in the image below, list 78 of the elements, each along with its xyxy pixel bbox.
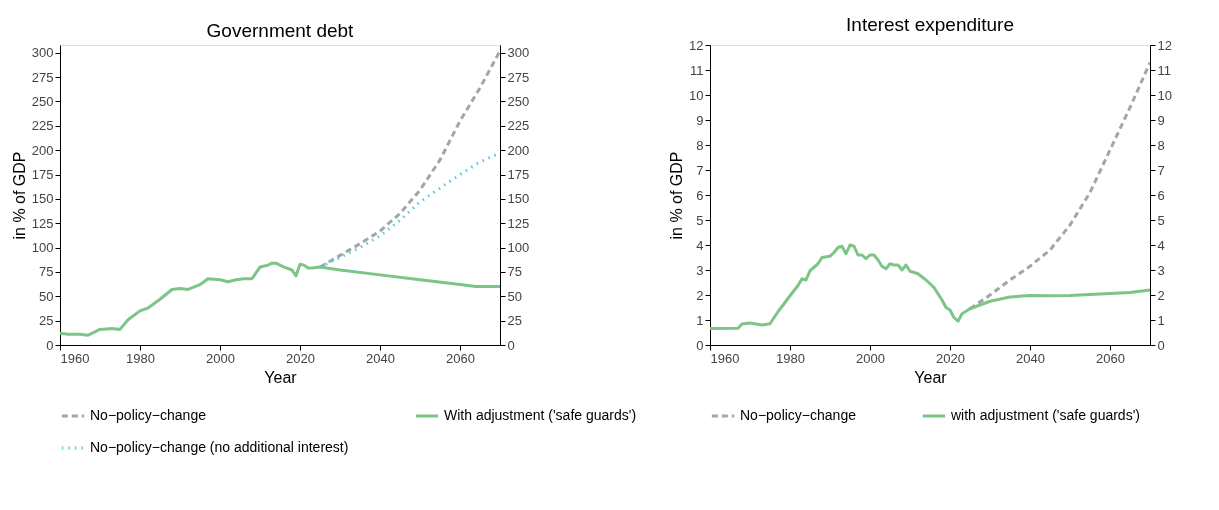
y2-tick-label: 150	[507, 191, 530, 207]
y-tick-label: 0	[46, 337, 54, 353]
y2-tick-label: 275	[507, 69, 530, 85]
y2-tick-label: 12	[1157, 37, 1172, 53]
x-tick-label: 2060	[446, 350, 475, 366]
x-tick-label: 1960	[710, 350, 740, 366]
x-tick-label: 1960	[60, 350, 90, 366]
y2-tick-label: 0	[1157, 337, 1165, 353]
x-tick-label: 2040	[1016, 350, 1045, 366]
y2-tick-label: 8	[1157, 137, 1165, 153]
y-axis-title: in % of GDP	[668, 151, 686, 240]
x-tick-label: 1980	[776, 350, 805, 366]
y-tick-label: 3	[696, 262, 704, 278]
y-tick-label: 2	[696, 287, 704, 303]
y-tick-label: 12	[689, 37, 704, 53]
y-tick-label: 50	[39, 288, 54, 304]
y2-tick-label: 225	[507, 118, 530, 134]
legend-label: with adjustment ('safe guards')	[950, 407, 1140, 423]
y2-tick-label: 0	[507, 337, 515, 353]
y-tick-label: 150	[31, 191, 54, 207]
legend-label: No−policy−change	[740, 407, 857, 423]
y2-tick-label: 11	[1157, 62, 1171, 78]
x-tick-label: 2040	[366, 350, 395, 366]
y-tick-label: 4	[696, 237, 704, 253]
y-tick-label: 0	[696, 337, 704, 353]
y-tick-label: 300	[31, 45, 54, 61]
y-axis-title: in % of GDP	[10, 151, 28, 240]
y2-tick-label: 1	[1157, 312, 1165, 328]
y2-tick-label: 175	[507, 167, 530, 183]
y-tick-label: 250	[31, 93, 54, 109]
y-tick-label: 8	[696, 137, 704, 153]
y2-tick-label: 25	[507, 313, 522, 329]
line-series	[318, 49, 500, 269]
y-tick-label: 225	[31, 118, 54, 134]
x-axis-title: Year	[264, 368, 298, 386]
x-tick-label: 2020	[936, 350, 965, 366]
y2-tick-label: 250	[507, 93, 530, 109]
y2-tick-label: 50	[507, 288, 522, 304]
y2-tick-label: 100	[507, 240, 530, 256]
x-tick-label: 2000	[206, 350, 235, 366]
y-tick-label: 275	[31, 69, 54, 85]
y-tick-label: 7	[696, 162, 704, 178]
y2-tick-label: 125	[507, 215, 530, 231]
y-tick-label: 175	[31, 167, 54, 183]
y-tick-label: 75	[39, 264, 54, 280]
y2-tick-label: 5	[1157, 212, 1165, 228]
y2-tick-label: 10	[1157, 87, 1172, 103]
y-tick-label: 11	[690, 62, 704, 78]
y-tick-label: 25	[39, 313, 54, 329]
y-tick-label: 6	[696, 187, 704, 203]
y-tick-label: 10	[689, 87, 704, 103]
chart-title: Government debt	[206, 20, 355, 41]
y-tick-label: 200	[31, 142, 54, 158]
y-tick-label: 9	[696, 112, 704, 128]
x-tick-label: 2020	[286, 350, 315, 366]
x-tick-label: 2000	[856, 350, 885, 366]
line-series	[60, 261, 500, 337]
y2-tick-label: 7	[1157, 162, 1165, 178]
y-tick-label: 125	[31, 215, 54, 231]
y2-tick-label: 75	[507, 264, 522, 280]
legend-label: No−policy−change (no additional interest)	[90, 439, 349, 455]
x-tick-label: 2060	[1096, 350, 1125, 366]
y-tick-label: 5	[696, 212, 704, 228]
y-tick-label: 1	[696, 312, 704, 328]
y-tick-label: 100	[31, 240, 54, 256]
y2-tick-label: 6	[1157, 187, 1165, 203]
y2-tick-label: 3	[1157, 262, 1165, 278]
y2-tick-label: 2	[1157, 287, 1165, 303]
line-series	[710, 243, 1150, 330]
chart-title: Interest expenditure	[846, 14, 1014, 35]
y2-tick-label: 4	[1157, 237, 1165, 253]
x-tick-label: 1980	[126, 350, 155, 366]
y2-tick-label: 300	[507, 45, 530, 61]
y2-tick-label: 200	[507, 142, 530, 158]
legend-label: With adjustment ('safe guards')	[444, 407, 637, 423]
x-axis-title: Year	[914, 368, 948, 386]
y2-tick-label: 9	[1157, 112, 1165, 128]
legend-label: No−policy−change	[90, 407, 207, 423]
